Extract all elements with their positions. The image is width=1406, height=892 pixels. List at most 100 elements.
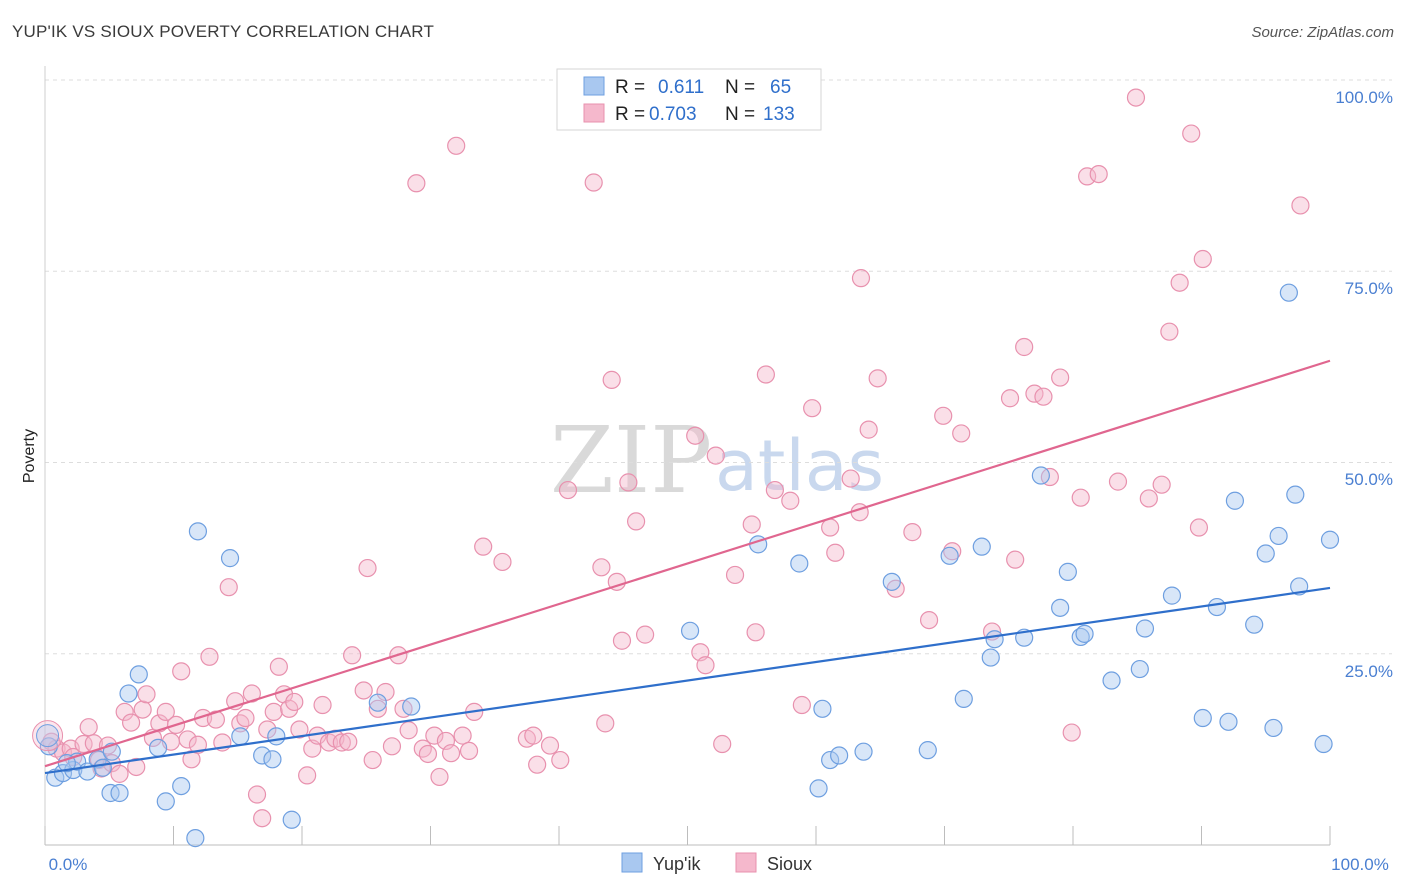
scatter-point-sioux [781,491,800,510]
scatter-point-sioux [253,809,272,828]
scatter-point-yupik [172,776,191,796]
scatter-point-sioux [540,736,560,755]
scatter-point-yupik [1256,544,1275,563]
scatter-point-sioux [200,647,219,666]
chart-title: YUP'IK VS SIOUX POVERTY CORRELATION CHAR… [12,22,435,41]
scatter-point-yupik [186,829,205,848]
scatter-point-sioux [1126,88,1146,107]
stats-legend-n-label-1: N = [725,77,755,98]
scatter-point-sioux [803,399,822,418]
scatter-point-yupik [93,758,112,777]
stats-legend-r-value-1: 0.611 [658,77,704,98]
x-tick-label-min: 0.0% [49,855,88,874]
scatter-point-sioux [1078,167,1097,186]
chart-source: Source: ZipAtlas.com [1251,24,1394,41]
scatter-point-sioux [713,734,732,754]
scatter-point-sioux [1015,337,1034,357]
scatter-point-yupik [854,742,873,761]
stats-legend-n-label-2: N = [725,104,755,125]
scatter-point-sioux [453,726,472,745]
y-tick-label-25: 25.0% [1345,662,1393,681]
scatter-point-sioux [413,739,432,758]
scatter-point-sioux [1291,196,1310,215]
scatter-point-sioux [596,714,615,733]
scatter-point-yupik [809,779,828,798]
x-tick-label-max: 100.0% [1331,855,1389,874]
scatter-point-yupik [148,738,168,757]
scatter-point-sioux [269,657,288,676]
grid-layer [45,79,1392,655]
scatter-point-sioux [313,695,332,715]
scatter-point-sioux [110,764,129,783]
scatter-point-sioux [1071,488,1090,507]
scatter-point-yupik [1031,466,1050,485]
scatter-point-sioux [626,512,646,531]
scatter-point-sioux [1170,273,1189,292]
scatter-point-sioux [792,695,811,715]
scatter-point-sioux [528,755,547,774]
bottom-legend-label-sioux: Sioux [767,854,812,874]
scatter-point-sioux [859,420,878,439]
scatter-point-sioux [706,446,725,465]
scatter-point-sioux [1006,550,1025,569]
scatter-point-sioux [635,625,655,644]
scatter-point-yupik [981,648,1000,667]
scatter-point-yupik [1075,624,1094,643]
scatter-point-yupik [1193,708,1212,728]
stats-legend-r-value-2: 0.703 [649,104,697,125]
scatter-point-yupik-cluster [36,724,60,748]
scatter-point-yupik [1207,597,1227,617]
scatter-point-sioux [696,656,715,675]
scatter-point-sioux [1034,387,1053,406]
scatter-point-sioux [399,721,418,740]
scatter-point-yupik [882,572,901,591]
scatter-point-sioux [1000,389,1020,408]
scatter-point-yupik [1264,718,1283,738]
scatter-point-sioux [247,785,267,804]
stats-legend-n-value-2: 133 [763,104,795,125]
scatter-point-sioux [363,750,382,770]
scatter-point-yupik [1269,526,1288,546]
scatter-point-yupik [188,522,208,541]
scatter-point-yupik [282,810,301,829]
watermark-zip: ZIP [550,407,712,514]
scatter-point-sioux [493,552,512,572]
watermark-atlas: atlas [715,425,884,507]
scatter-point-sioux [765,480,784,500]
scatter-point-sioux [343,646,362,665]
scatter-point-sioux [756,365,775,384]
stats-legend-n-value-1: 65 [770,77,791,98]
scatter-point-yupik [1102,671,1121,690]
scatter-point-sioux [354,681,373,700]
scatter-point-yupik [1245,615,1264,634]
scatter-point-yupik [813,699,832,718]
scatter-point-yupik [1320,530,1340,549]
scatter-point-sioux [686,426,705,445]
stats-legend-r-label-1: R = [615,77,645,98]
scatter-point-sioux [298,766,317,785]
scatter-point-sioux [952,424,971,443]
scatter-point-yupik [253,746,272,765]
scatter-point-sioux [425,726,444,745]
scatter-point-sioux [332,733,351,752]
scatter-point-sioux [826,543,845,562]
scatter-point-sioux [418,744,438,764]
scatter-point-yupik [830,746,849,765]
scatter-point-sioux [459,741,479,761]
trend-line-yupik [44,586,1331,775]
scatter-point-sioux [236,708,255,728]
stats-legend-swatch-yupik [583,76,605,96]
scatter-point-sioux [1051,368,1070,387]
scatter-point-sioux [612,631,632,650]
scatter-point-sioux [219,578,238,597]
scatter-point-sioux [382,737,402,756]
scatter-point-sioux [746,623,765,642]
scatter-point-sioux [742,515,761,534]
scatter-point-sioux [339,732,358,751]
scatter-point-sioux [619,473,638,492]
stats-legend-r-label-2: R = [615,104,645,125]
bottom-legend-label-yupik: Yup'ik [653,854,701,874]
scatter-point-sioux [127,757,146,777]
scatter-point-sioux [74,734,93,754]
